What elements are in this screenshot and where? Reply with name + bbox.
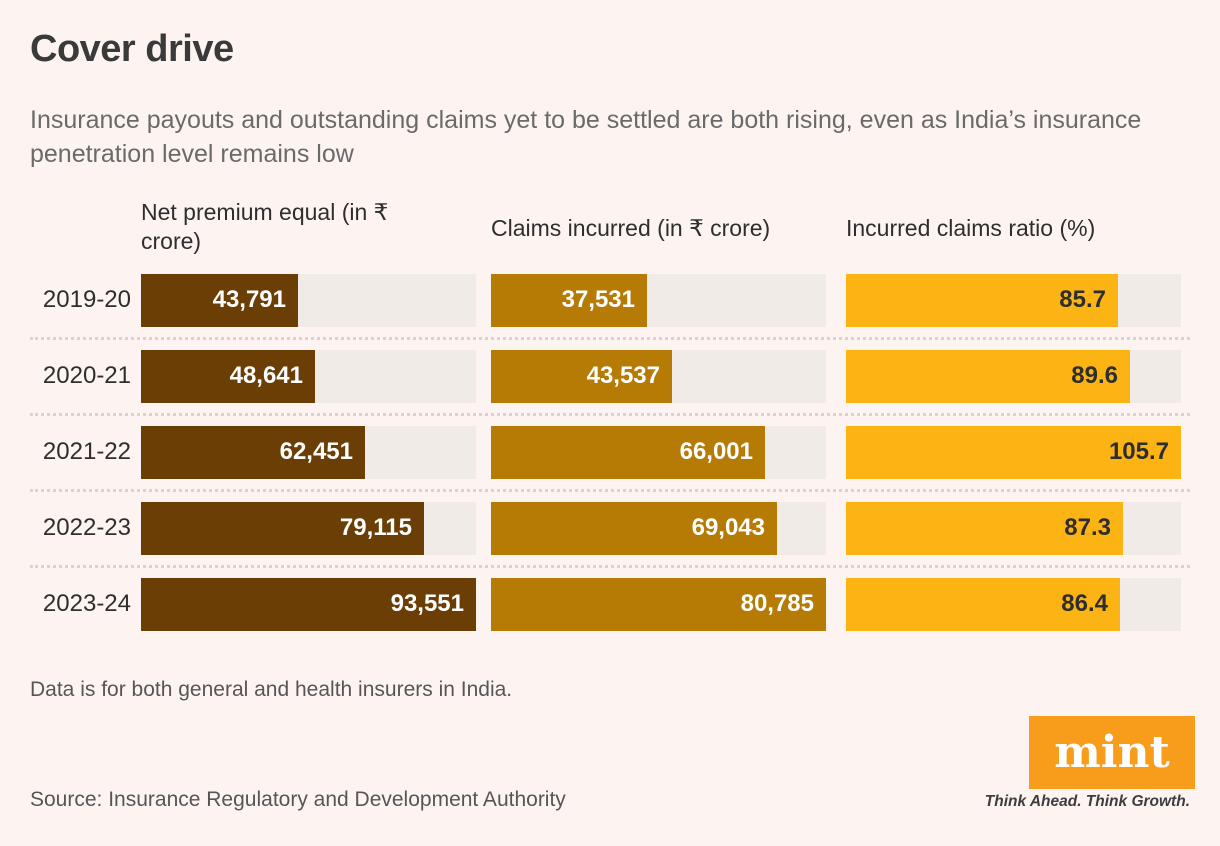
bar: 43,791	[141, 273, 298, 327]
chart-row: 2020-21 48,641 43,537 89.6	[30, 349, 1190, 403]
bar-track: 62,451	[141, 425, 476, 479]
mint-logo: mint	[1029, 716, 1195, 789]
bar: 93,551	[141, 577, 476, 631]
bar-track: 43,537	[491, 349, 826, 403]
column-headers: Net premium equal (in ₹ crore) Claims in…	[30, 198, 1190, 256]
bar: 80,785	[491, 577, 826, 631]
year-label: 2019-20	[42, 286, 131, 313]
chart-row: 2019-20 43,791 37,531 85.7	[30, 273, 1190, 327]
bar-track: 48,641	[141, 349, 476, 403]
bar-track: 105.7	[846, 425, 1181, 479]
column-header-net-premium: Net premium equal (in ₹ crore)	[141, 199, 389, 254]
bar: 62,451	[141, 425, 365, 479]
bar-track: 79,115	[141, 501, 476, 555]
bar: 89.6	[846, 349, 1130, 403]
source-credit: Source: Insurance Regulatory and Develop…	[30, 788, 566, 811]
bar-track: 85.7	[846, 273, 1181, 327]
bar: 105.7	[846, 425, 1181, 479]
bar-track: 86.4	[846, 577, 1181, 631]
row-separator	[30, 488, 1190, 492]
column-header-claims-incurred: Claims incurred (in ₹ crore)	[491, 214, 771, 241]
bar: 86.4	[846, 577, 1120, 631]
page-subtitle: Insurance payouts and outstanding claims…	[30, 106, 1142, 169]
bar: 87.3	[846, 501, 1123, 555]
year-label: 2022-23	[42, 514, 131, 541]
row-separator	[30, 412, 1190, 416]
row-separator	[30, 336, 1190, 340]
mint-tagline: Think Ahead. Think Growth.	[984, 793, 1190, 810]
year-label: 2021-22	[42, 438, 131, 465]
year-label: 2020-21	[42, 362, 131, 389]
chart-row: 2022-23 79,115 69,043 87.3	[30, 501, 1190, 555]
bar-track: 69,043	[491, 501, 826, 555]
bar: 48,641	[141, 349, 315, 403]
chart-rows: 2019-20 43,791 37,531 85.7 2020-21 48,641 43,5…	[30, 273, 1190, 631]
chart-row: 2021-22 62,451 66,001 105.7	[30, 425, 1190, 479]
data-footnote: Data is for both general and health insu…	[30, 678, 513, 701]
bar: 85.7	[846, 273, 1118, 327]
mint-logo-text: mint	[1054, 726, 1170, 778]
bar-track: 93,551	[141, 577, 476, 631]
page-title: Cover drive	[30, 28, 234, 70]
bar-chart: Net premium equal (in ₹ crore) Claims in…	[30, 198, 1190, 631]
bar-track: 37,531	[491, 273, 826, 327]
bar-track: 87.3	[846, 501, 1181, 555]
year-label: 2023-24	[42, 590, 131, 617]
bar: 66,001	[491, 425, 765, 479]
row-separator	[30, 564, 1190, 568]
bar: 43,537	[491, 349, 672, 403]
bar: 37,531	[491, 273, 647, 327]
bar: 79,115	[141, 501, 424, 555]
column-header-claims-ratio: Incurred claims ratio (%)	[846, 214, 1096, 241]
bar-track: 89.6	[846, 349, 1181, 403]
bar-track: 80,785	[491, 577, 826, 631]
bar: 69,043	[491, 501, 777, 555]
bar-track: 66,001	[491, 425, 826, 479]
bar-track: 43,791	[141, 273, 476, 327]
chart-row: 2023-24 93,551 80,785 86.4	[30, 577, 1190, 631]
